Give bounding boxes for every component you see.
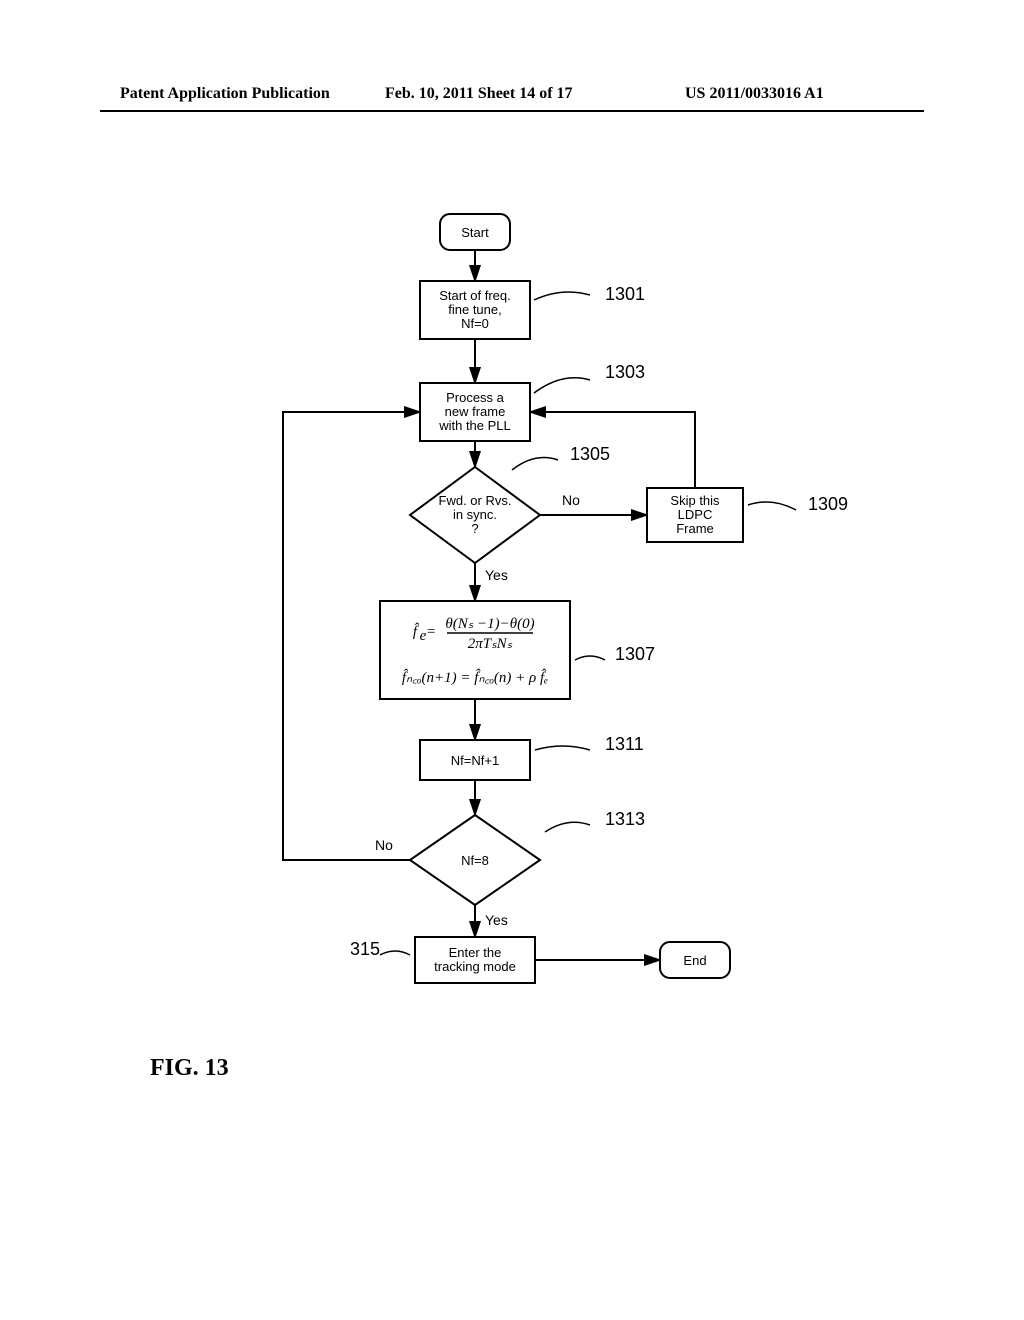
node-end: End bbox=[660, 942, 730, 978]
svg-text:1311: 1311 bbox=[605, 734, 644, 754]
svg-text:No: No bbox=[562, 492, 580, 508]
svg-text:?: ? bbox=[471, 521, 478, 536]
svg-text:Fwd. or Rvs.: Fwd. or Rvs. bbox=[439, 493, 512, 508]
svg-text:315: 315 bbox=[350, 939, 380, 959]
svg-text:Nf=0: Nf=0 bbox=[461, 316, 489, 331]
node-n1301: Start of freq.fine tune,Nf=0 1301 bbox=[420, 281, 645, 339]
node-start: Start bbox=[440, 214, 510, 250]
svg-text:with the PLL: with the PLL bbox=[438, 418, 511, 433]
svg-text:1305: 1305 bbox=[570, 444, 610, 464]
figure-label: FIG. 13 bbox=[150, 1055, 229, 1082]
svg-text:Nf=8: Nf=8 bbox=[461, 853, 489, 868]
node-n1305: Fwd. or Rvs.in sync.? 1305 bbox=[410, 444, 610, 563]
svg-text:Nf=Nf+1: Nf=Nf+1 bbox=[451, 753, 499, 768]
svg-text:new frame: new frame bbox=[445, 404, 506, 419]
svg-text:1313: 1313 bbox=[605, 809, 645, 829]
svg-text:Skip this: Skip this bbox=[670, 493, 720, 508]
svg-text:Start: Start bbox=[461, 225, 489, 240]
svg-text:Enter the: Enter the bbox=[449, 945, 502, 960]
svg-text:2πTₛNₛ: 2πTₛNₛ bbox=[468, 636, 513, 652]
svg-text:LDPC: LDPC bbox=[678, 507, 713, 522]
svg-text:f̂ₙ꜀ₒ(n+1) = f̂ₙ꜀ₒ(n) + ρ f̂ₑ: f̂ₙ꜀ₒ(n+1) = f̂ₙ꜀ₒ(n) + ρ f̂ₑ bbox=[402, 669, 548, 686]
svg-text:Yes: Yes bbox=[485, 912, 508, 928]
svg-text:End: End bbox=[683, 953, 706, 968]
svg-text:=: = bbox=[426, 624, 436, 640]
node-n1311: Nf=Nf+1 1311 bbox=[420, 734, 644, 780]
svg-text:1303: 1303 bbox=[605, 362, 645, 382]
svg-text:fine tune,: fine tune, bbox=[448, 302, 502, 317]
svg-text:θ(Nₛ −1)−θ(0): θ(Nₛ −1)−θ(0) bbox=[445, 616, 534, 632]
svg-text:Yes: Yes bbox=[485, 567, 508, 583]
flowchart: NoYesNoYesStartStart of freq.fine tune,N… bbox=[0, 0, 1024, 1320]
svg-text:Frame: Frame bbox=[676, 521, 714, 536]
node-n315: Enter thetracking mode 315 bbox=[350, 937, 535, 983]
svg-text:1307: 1307 bbox=[615, 644, 655, 664]
node-n1303: Process anew framewith the PLL 1303 bbox=[420, 362, 645, 441]
svg-text:tracking mode: tracking mode bbox=[434, 959, 516, 974]
svg-text:1301: 1301 bbox=[605, 284, 645, 304]
svg-text:in sync.: in sync. bbox=[453, 507, 497, 522]
svg-text:Start of freq.: Start of freq. bbox=[439, 288, 511, 303]
svg-text:1309: 1309 bbox=[808, 494, 848, 514]
node-n1307: f̂e =θ(Nₛ −1)−θ(0)2πTₛNₛf̂ₙ꜀ₒ(n+1) = f̂ₙ… bbox=[380, 601, 655, 699]
svg-text:Process a: Process a bbox=[446, 390, 505, 405]
svg-text:No: No bbox=[375, 837, 393, 853]
node-n1313: Nf=8 1313 bbox=[410, 809, 645, 905]
node-n1309: Skip thisLDPCFrame 1309 bbox=[647, 488, 848, 542]
